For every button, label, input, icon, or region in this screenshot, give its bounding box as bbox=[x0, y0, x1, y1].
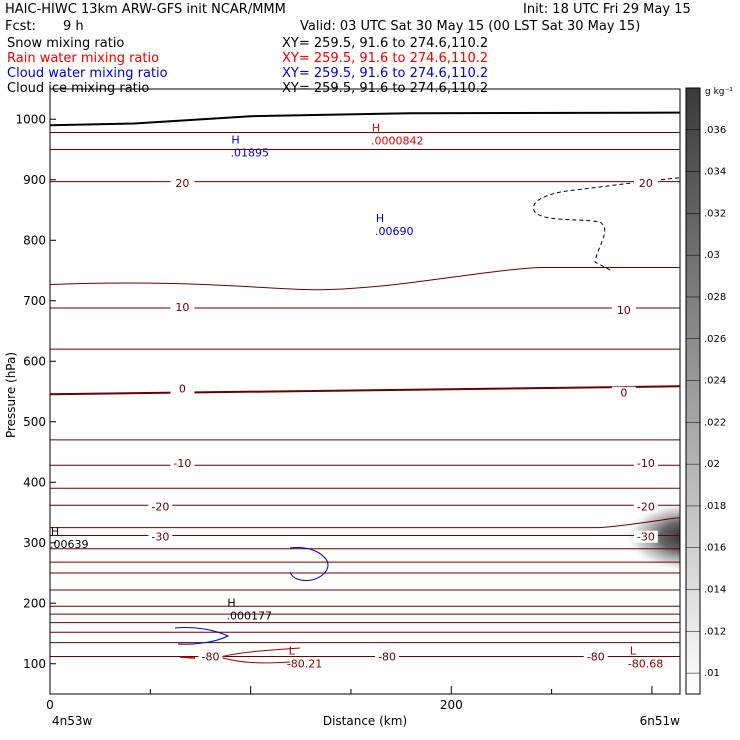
y-tick-label: 700 bbox=[23, 294, 46, 308]
colorbar-tick-label: .036 bbox=[704, 125, 726, 136]
isotherm-label: -20 bbox=[637, 500, 655, 513]
isotherm-label: 10 bbox=[617, 304, 631, 317]
isotherm-label: 20 bbox=[175, 177, 189, 190]
extremum-value: .01895 bbox=[231, 146, 270, 159]
isotherm-label-bg bbox=[611, 303, 636, 316]
isotherm-label-bg bbox=[170, 382, 195, 395]
extremum-value: -80.21 bbox=[287, 658, 322, 671]
colorbar-tick-label: .012 bbox=[704, 626, 726, 637]
colorbar-tick-label: .026 bbox=[704, 334, 726, 345]
left-endpoint-label: 4n53w bbox=[52, 714, 93, 728]
isotherm-label: -10 bbox=[173, 457, 191, 470]
isotherm-label-bg bbox=[170, 176, 195, 189]
extremum-value: .000177 bbox=[227, 609, 273, 622]
plot-title: HAIC-HIWC 13km ARW-GFS init NCAR/MMM bbox=[5, 2, 286, 17]
isotherm-label-bg bbox=[633, 176, 658, 189]
rain-water-contour-small bbox=[179, 656, 196, 659]
extremum-H: H bbox=[227, 596, 235, 609]
init-time: Init: 18 UTC Fri 29 May 15 bbox=[523, 2, 691, 17]
isotherm-label-bg bbox=[375, 650, 400, 663]
field-name-snow: Snow mixing ratio bbox=[7, 36, 125, 51]
isotherm-15 bbox=[50, 267, 680, 291]
isotherm-label: -30 bbox=[151, 531, 169, 544]
colorbar-tick-label: .034 bbox=[704, 167, 726, 178]
isotherm-label-bg bbox=[170, 300, 195, 313]
isotherm-label: -30 bbox=[637, 531, 655, 544]
field-xy-rain: XY= 259.5, 91.6 to 274.6,110.2 bbox=[282, 51, 489, 66]
colorbar-tick-label: .022 bbox=[704, 417, 726, 428]
y-tick-label: 100 bbox=[23, 657, 46, 671]
extremum-value: .00690 bbox=[375, 225, 414, 238]
colorbar-tick-label: .03 bbox=[704, 250, 720, 261]
terrain-surface bbox=[50, 111, 680, 127]
extremum-value: .0000842 bbox=[371, 134, 424, 147]
forecast-hours: 9 h bbox=[63, 19, 84, 34]
isotherm-label-bg bbox=[148, 530, 173, 543]
cloud-ice-contour bbox=[532, 177, 680, 271]
right-endpoint-label: 6n51w bbox=[640, 714, 681, 728]
isotherm-label: -80 bbox=[378, 650, 396, 663]
extremum-value: -80.68 bbox=[628, 658, 663, 671]
isotherm-label: -10 bbox=[637, 457, 655, 470]
field-name-rain: Rain water mixing ratio bbox=[7, 51, 160, 66]
colorbar-tick-label: .014 bbox=[704, 585, 726, 596]
y-axis-label: Pressure (hPa) bbox=[4, 352, 18, 438]
isotherm-label-bg bbox=[170, 456, 195, 469]
isotherm-label: -80 bbox=[587, 650, 605, 663]
isotherm-label: 10 bbox=[175, 301, 189, 314]
cloud-water-contour-low bbox=[174, 627, 230, 645]
extremum-L: L bbox=[289, 645, 296, 658]
isotherm--25 bbox=[50, 517, 680, 529]
x-tick-label: 0 bbox=[46, 698, 54, 712]
extremum-H: H bbox=[51, 525, 59, 538]
isotherm-label-bg bbox=[583, 650, 608, 663]
isotherm-label: -20 bbox=[151, 500, 169, 513]
y-tick-label: 200 bbox=[23, 596, 46, 610]
isotherm-label: 0 bbox=[620, 387, 627, 400]
extremum-H: H bbox=[372, 121, 380, 134]
isotherm-label-bg bbox=[633, 456, 658, 469]
isotherm-label: -80 bbox=[202, 650, 220, 663]
colorbar-unit: g kg⁻¹ bbox=[705, 87, 733, 97]
y-tick-label: 800 bbox=[23, 233, 46, 247]
colorbar-tick-label: .016 bbox=[704, 543, 726, 554]
isotherm-label: 0 bbox=[179, 382, 186, 395]
isotherm-label-bg bbox=[198, 650, 223, 663]
field-xy-cloud-water: XY= 259.5, 91.6 to 274.6,110.2 bbox=[282, 66, 489, 81]
colorbar-tick-label: .032 bbox=[704, 208, 726, 219]
colorbar-scale bbox=[685, 87, 701, 695]
isotherm-label-bg bbox=[611, 386, 636, 399]
y-tick-label: 300 bbox=[23, 536, 46, 550]
extremum-H: H bbox=[376, 212, 384, 225]
y-tick-label: 400 bbox=[23, 475, 46, 489]
isotherm-label: 20 bbox=[639, 177, 653, 190]
extremum-value: .00639 bbox=[50, 538, 89, 551]
plot-frame bbox=[49, 88, 681, 695]
y-tick-label: 500 bbox=[23, 415, 46, 429]
forecast-label: Fcst: bbox=[5, 19, 36, 34]
cloud-water-contour-mid bbox=[289, 547, 329, 581]
isotherm-label-bg bbox=[633, 500, 658, 513]
isotherm-label-bg bbox=[633, 530, 658, 543]
y-tick-label: 900 bbox=[23, 173, 46, 187]
y-tick-label: 600 bbox=[23, 354, 46, 368]
colorbar-tick-label: .02 bbox=[704, 459, 720, 470]
field-name-cloud-water: Cloud water mixing ratio bbox=[7, 66, 168, 81]
x-tick-label: 200 bbox=[440, 698, 463, 712]
colorbar-tick-label: .024 bbox=[704, 376, 726, 387]
colorbar-tick-label: .018 bbox=[704, 501, 726, 512]
y-tick-label: 1000 bbox=[15, 112, 46, 126]
isotherm-0 bbox=[50, 385, 680, 396]
colorbar-tick-label: .028 bbox=[704, 292, 726, 303]
colorbar: g kg⁻¹ .01 .012 .014 .016 .018 .02 .022 .024 .02… bbox=[685, 87, 733, 695]
isotherm-label-bg bbox=[148, 500, 173, 513]
valid-time: Valid: 03 UTC Sat 30 May 15 (00 LST Sat … bbox=[300, 19, 641, 34]
field-xy-snow: XY= 259.5, 91.6 to 274.6,110.2 bbox=[282, 36, 489, 51]
extremum-H: H bbox=[231, 133, 239, 146]
x-axis-label: Distance (km) bbox=[323, 714, 407, 728]
extremum-L: L bbox=[630, 645, 637, 658]
colorbar-tick-label: .01 bbox=[704, 668, 720, 679]
